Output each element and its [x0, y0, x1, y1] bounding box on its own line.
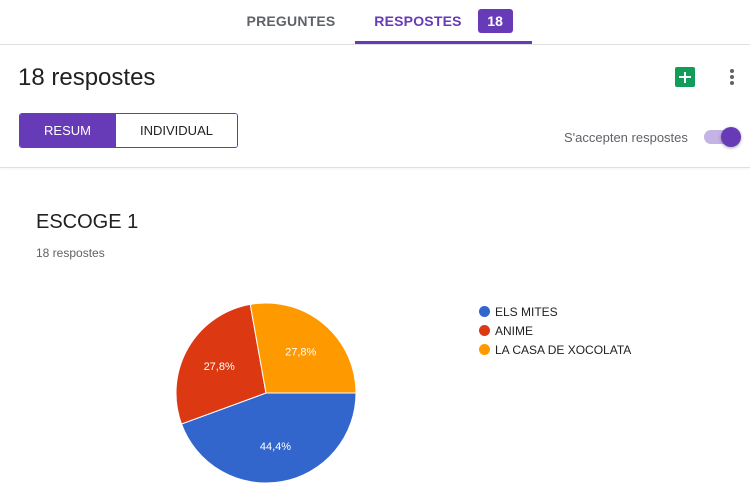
tab-bar: PREGUNTES RESPOSTES 18	[0, 0, 750, 45]
pie-label-la-casa-de-xocolata: 27,8%	[285, 347, 316, 359]
legend-label: ANIME	[495, 323, 534, 338]
pie-slice-els-mites[interactable]	[180, 392, 357, 484]
summary-button[interactable]: RESUM	[20, 114, 115, 147]
question-response-count: 18 respostes	[36, 246, 105, 260]
tab-preguntes-label: PREGUNTES	[246, 13, 336, 29]
divider	[0, 167, 750, 168]
accepting-responses-label: S'accepten respostes	[564, 130, 688, 145]
legend-label: ELS MITES	[495, 304, 558, 319]
legend-item-els-mites: ELS MITES	[479, 302, 631, 321]
pie-slice-la-casa-de-xocolata[interactable]	[249, 302, 357, 394]
page-title: 18 respostes	[18, 64, 156, 91]
accepting-responses-toggle[interactable]	[702, 126, 742, 148]
view-segmented-control: RESUM INDIVIDUAL	[19, 113, 238, 148]
responses-count-badge: 18	[477, 8, 513, 33]
chart-legend: ELS MITES ANIME LA CASA DE XOCOLATA	[479, 302, 631, 359]
legend-item-anime: ANIME	[479, 321, 631, 340]
tab-respostes-label: RESPOSTES	[374, 12, 462, 29]
legend-swatch	[479, 325, 490, 336]
pie-chart: 44,4% 27,8% 27,8%	[175, 302, 357, 484]
tab-preguntes[interactable]: PREGUNTES	[232, 0, 350, 42]
pie-label-anime: 27,8%	[204, 361, 235, 373]
question-title: ESCOGE 1	[36, 211, 139, 233]
legend-item-la-casa-de-xocolata: LA CASA DE XOCOLATA	[479, 340, 631, 359]
individual-button[interactable]: INDIVIDUAL	[115, 114, 237, 147]
toggle-knob	[721, 127, 741, 147]
google-sheets-icon[interactable]	[675, 67, 695, 87]
pie-slice-anime[interactable]	[175, 303, 267, 425]
more-vert-icon[interactable]	[724, 66, 740, 88]
legend-swatch	[479, 344, 490, 355]
tab-respostes[interactable]: RESPOSTES 18	[355, 0, 532, 44]
pie-label-els-mites: 44,4%	[260, 441, 291, 453]
legend-swatch	[479, 306, 490, 317]
legend-label: LA CASA DE XOCOLATA	[495, 342, 632, 357]
